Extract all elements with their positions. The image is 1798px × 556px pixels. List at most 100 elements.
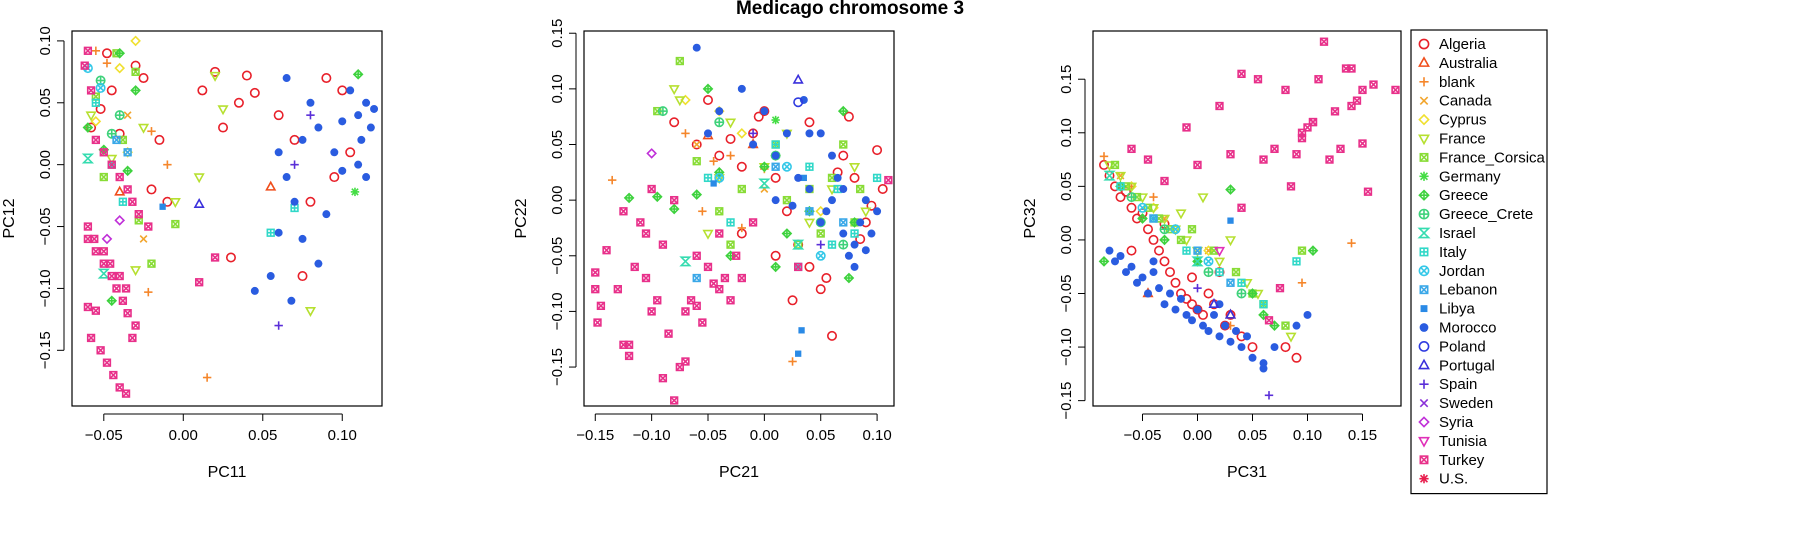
- point-turkey: [1347, 64, 1356, 73]
- point-lebanon: [771, 162, 780, 171]
- point-morocco: [1105, 246, 1114, 255]
- point-australia: [114, 185, 126, 196]
- point-algeria: [305, 196, 316, 207]
- point-turkey: [647, 307, 656, 316]
- point-italy: [872, 173, 882, 183]
- point-turkey: [1215, 101, 1224, 111]
- point-morocco: [850, 240, 859, 249]
- point-italy: [266, 228, 275, 237]
- point-israel: [1191, 256, 1204, 267]
- plot-frame: [1092, 30, 1402, 407]
- point-morocco: [1199, 321, 1207, 330]
- point-algeria: [1148, 234, 1159, 245]
- point-morocco: [822, 207, 831, 216]
- point-morocco: [330, 148, 339, 157]
- point-italy: [703, 173, 713, 183]
- legend-label: U.S.: [1439, 471, 1468, 488]
- point-greece: [1247, 288, 1258, 299]
- legend-marker: [1419, 96, 1429, 105]
- point-greece: [759, 161, 770, 173]
- point-turkey: [83, 302, 93, 312]
- point-algeria: [1115, 192, 1126, 203]
- legend-label: Italy: [1439, 244, 1467, 261]
- point-algeria: [197, 85, 208, 96]
- point-france-corsica: [147, 259, 156, 268]
- x-axis-title: PC21: [719, 464, 759, 481]
- point-morocco: [282, 74, 291, 83]
- point-morocco: [1237, 343, 1246, 352]
- point-greece-crete: [1126, 192, 1137, 203]
- legend-label: Germany: [1439, 168, 1501, 185]
- point-italy: [91, 98, 101, 107]
- point-blank: [1297, 278, 1307, 287]
- point-algeria: [781, 206, 792, 217]
- y-tick-label: 0.05: [549, 130, 566, 159]
- point-spain: [306, 110, 315, 120]
- point-algeria: [669, 117, 680, 128]
- y-tick-label: 0.00: [549, 186, 566, 215]
- point-morocco: [366, 123, 375, 132]
- point-libya: [798, 327, 805, 334]
- point-lebanon: [805, 207, 814, 216]
- point-greece: [1159, 234, 1170, 246]
- point-greece-crete: [838, 239, 849, 250]
- point-turkey: [83, 46, 93, 55]
- legend-item: Greece: [1418, 187, 1488, 204]
- point-lebanon: [692, 273, 701, 283]
- point-algeria: [872, 145, 883, 156]
- y-tick-label: −0.15: [549, 348, 566, 386]
- point-morocco: [298, 135, 307, 144]
- point-turkey: [131, 321, 140, 330]
- point-france-corsica: [839, 140, 848, 149]
- legend-label: Greece_Crete: [1439, 206, 1533, 223]
- point-turkey: [195, 278, 204, 287]
- point-turkey: [653, 296, 662, 305]
- point-turkey: [591, 268, 600, 277]
- point-turkey: [144, 222, 153, 231]
- point-jordan: [781, 161, 792, 172]
- point-greece-crete: [106, 128, 117, 139]
- point-morocco: [782, 129, 791, 138]
- panel-1: −0.05 0.00 0.05 0.10 PC11 −0.15 −0.10 −0.05 0.00…: [1, 26, 383, 481]
- legend-item: Israel: [1417, 225, 1476, 242]
- y-axis-title: PC12: [1, 198, 18, 238]
- point-italy: [726, 218, 735, 227]
- point-morocco: [314, 259, 323, 268]
- point-algeria: [297, 271, 308, 282]
- point-morocco: [362, 98, 371, 107]
- point-libya: [795, 350, 802, 357]
- point-algeria: [1099, 159, 1110, 170]
- point-algeria: [759, 106, 770, 117]
- point-turkey: [102, 358, 112, 367]
- point-france: [1285, 332, 1297, 343]
- point-italy: [850, 229, 859, 238]
- point-france: [803, 218, 816, 229]
- point-italy: [118, 197, 128, 206]
- point-algeria: [329, 172, 340, 183]
- point-blank: [102, 58, 112, 68]
- point-morocco: [1232, 327, 1240, 335]
- y-tick-label: 0.05: [37, 88, 54, 117]
- figure-title: Medicago chromosome 3: [736, 0, 964, 19]
- point-morocco: [1171, 305, 1180, 314]
- point-morocco: [1160, 300, 1169, 309]
- point-morocco: [298, 234, 307, 243]
- point-france: [169, 198, 181, 209]
- point-morocco: [805, 185, 814, 194]
- point-morocco: [354, 111, 363, 120]
- point-morocco: [1188, 316, 1196, 325]
- legend-marker: [1419, 455, 1429, 465]
- y-tick-label: 0.10: [1058, 118, 1075, 147]
- point-algeria: [1143, 224, 1154, 235]
- point-spain: [1264, 391, 1274, 400]
- point-turkey: [99, 247, 108, 256]
- point-italy: [1116, 182, 1125, 191]
- point-turkey: [658, 374, 668, 383]
- y-tick-label: 0.05: [1058, 172, 1075, 201]
- point-algeria: [162, 196, 173, 207]
- point-morocco: [1127, 262, 1136, 271]
- point-italy: [1292, 257, 1301, 266]
- point-france: [724, 118, 737, 129]
- point-algeria: [1280, 342, 1291, 353]
- point-france-corsica: [675, 56, 684, 66]
